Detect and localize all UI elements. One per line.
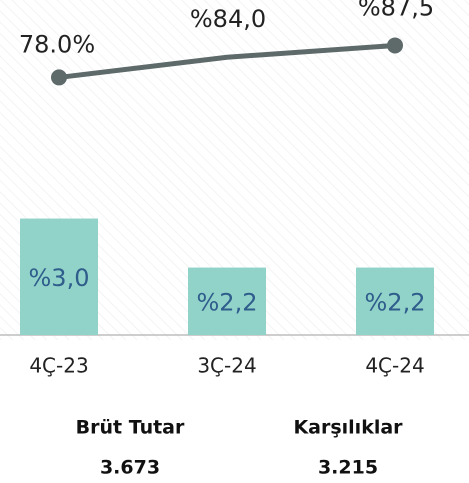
- summary-value: 3.215: [318, 457, 378, 479]
- bar: [188, 267, 266, 335]
- x-tick-label: 3Ç-24: [197, 354, 256, 378]
- bar: [20, 218, 98, 335]
- summary-value: 3.673: [100, 457, 160, 479]
- summary-label: Karşılıklar: [293, 417, 403, 439]
- line-value-label: %87,5: [358, 0, 434, 21]
- x-tick-label: 4Ç-24: [365, 354, 424, 378]
- line-value-label: %84,0: [190, 5, 266, 33]
- line: [56, 42, 398, 80]
- bar-value-label: %2,2: [365, 288, 426, 316]
- line-marker: [387, 37, 403, 54]
- line-marker: [51, 69, 67, 86]
- x-tick-label: 4Ç-23: [29, 354, 88, 378]
- bar-value-label: %3,0: [29, 264, 90, 292]
- summary-label: Brüt Tutar: [76, 417, 185, 439]
- bar: [356, 267, 434, 335]
- bar-value-label: %2,2: [197, 288, 258, 316]
- line-value-label: 78.0%: [19, 30, 95, 58]
